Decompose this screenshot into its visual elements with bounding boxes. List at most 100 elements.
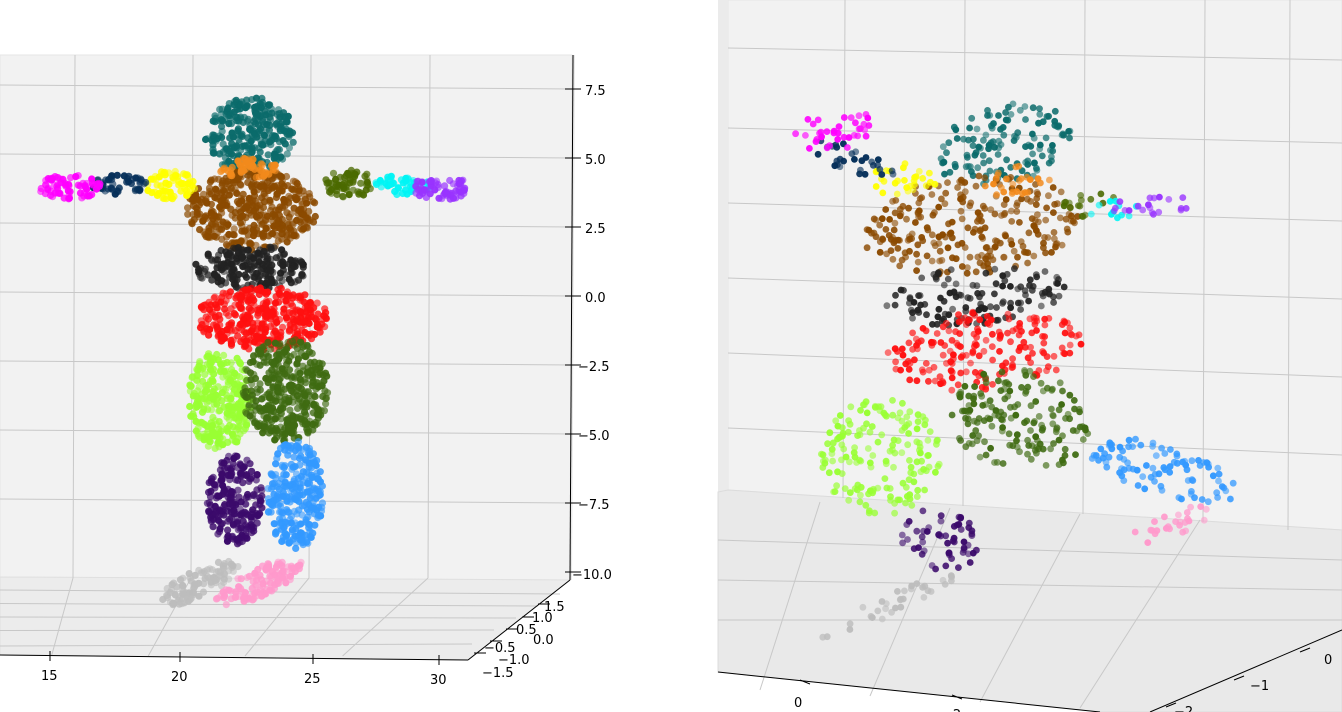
point-right-thigh (1016, 448, 1023, 456)
point-torso-upper (194, 196, 202, 204)
point-waist (287, 265, 295, 273)
point-torso-upper (285, 213, 293, 221)
point-left-shin (965, 524, 973, 531)
point-torso-upper (298, 226, 306, 234)
point-head (202, 135, 210, 144)
left-z-tick-label: −2.5 (578, 360, 610, 375)
point-left-upper-arm (858, 157, 866, 165)
point-left-shin (252, 501, 260, 509)
point-right-hand (414, 186, 422, 194)
point-left-shoulder (169, 176, 177, 184)
point-torso-upper (981, 205, 989, 212)
point-head (1045, 159, 1053, 167)
point-right-thigh (1061, 452, 1069, 459)
point-torso-upper (981, 224, 989, 232)
point-right-thigh (311, 392, 319, 401)
point-right-thigh (1005, 430, 1013, 438)
point-hips (1029, 350, 1036, 357)
point-left-thigh (846, 420, 854, 428)
point-left-foot (220, 575, 228, 583)
point-head (256, 148, 264, 156)
point-right-shin (1209, 472, 1217, 480)
point-waist (969, 281, 977, 289)
point-right-upper-arm (394, 184, 402, 192)
point-left-shoulder (904, 187, 912, 195)
point-head (209, 149, 217, 157)
point-torso-upper (918, 234, 926, 241)
gridline (427, 54, 431, 579)
point-left-hand (806, 145, 813, 152)
point-torso-upper (983, 244, 991, 251)
point-hips (884, 349, 892, 356)
point-right-thigh (999, 460, 1007, 467)
point-waist (218, 277, 226, 285)
point-right-foot (1166, 525, 1173, 533)
point-left-shin (212, 510, 220, 518)
point-left-shin (209, 523, 217, 531)
point-torso-upper (188, 218, 196, 226)
point-left-thigh (830, 488, 837, 496)
point-head (953, 135, 961, 142)
point-torso-upper (278, 235, 286, 243)
point-head (963, 151, 971, 159)
point-hips (1004, 310, 1012, 318)
point-hips (1008, 364, 1016, 371)
point-torso-upper (1014, 253, 1021, 261)
point-left-thigh (854, 432, 861, 439)
point-right-shin (280, 536, 288, 544)
point-hips (286, 326, 294, 334)
point-torso-upper (273, 219, 281, 227)
point-torso-upper (295, 206, 303, 214)
point-left-thigh (208, 376, 216, 384)
point-right-thigh (1030, 373, 1037, 380)
left-z-tick-label: 0.0 (585, 291, 606, 306)
point-hips (310, 304, 318, 312)
point-left-shoulder (165, 169, 173, 177)
point-left-upper-arm (889, 170, 897, 178)
point-right-shin (314, 512, 323, 520)
point-hips (939, 378, 946, 385)
right-3d-plot: 0 −2 0 −1 −2 (717, 0, 1342, 712)
point-head (1021, 103, 1029, 110)
point-right-shoulder (1075, 202, 1082, 210)
point-waist (918, 274, 926, 282)
point-torso-upper (935, 233, 943, 241)
point-left-shin (233, 519, 241, 528)
point-right-shin (304, 479, 312, 487)
point-torso-upper (305, 190, 313, 198)
point-left-foot (170, 579, 178, 587)
point-left-shoulder (891, 179, 899, 187)
point-right-shoulder (322, 176, 330, 184)
point-waist (923, 311, 930, 319)
point-waist (999, 272, 1007, 280)
point-waist (287, 256, 295, 264)
point-torso-upper (242, 203, 250, 211)
point-hips (231, 327, 239, 335)
point-left-foot (178, 600, 186, 608)
point-hips (245, 304, 253, 312)
point-head (251, 131, 259, 139)
point-left-shoulder (882, 167, 890, 175)
point-head (1002, 109, 1009, 116)
point-neck (251, 165, 259, 173)
point-right-thigh (1059, 387, 1066, 395)
point-torso-upper (1001, 209, 1009, 217)
point-head (1016, 106, 1024, 114)
point-right-thigh (995, 377, 1002, 385)
point-right-thigh (1018, 384, 1025, 391)
point-waist (221, 262, 229, 270)
point-head (277, 153, 285, 161)
point-right-shin (273, 454, 281, 462)
point-right-thigh (1049, 411, 1057, 419)
point-torso-upper (991, 210, 999, 218)
point-left-foot (882, 605, 889, 613)
point-left-thigh (226, 395, 234, 403)
point-hips (237, 295, 245, 303)
point-head (1045, 112, 1052, 120)
point-left-thigh (826, 429, 834, 437)
point-left-foot (204, 572, 212, 581)
point-torso-upper (1025, 229, 1033, 237)
point-right-thigh (305, 426, 313, 434)
point-right-shin (312, 494, 320, 502)
point-right-hand (1182, 205, 1190, 212)
